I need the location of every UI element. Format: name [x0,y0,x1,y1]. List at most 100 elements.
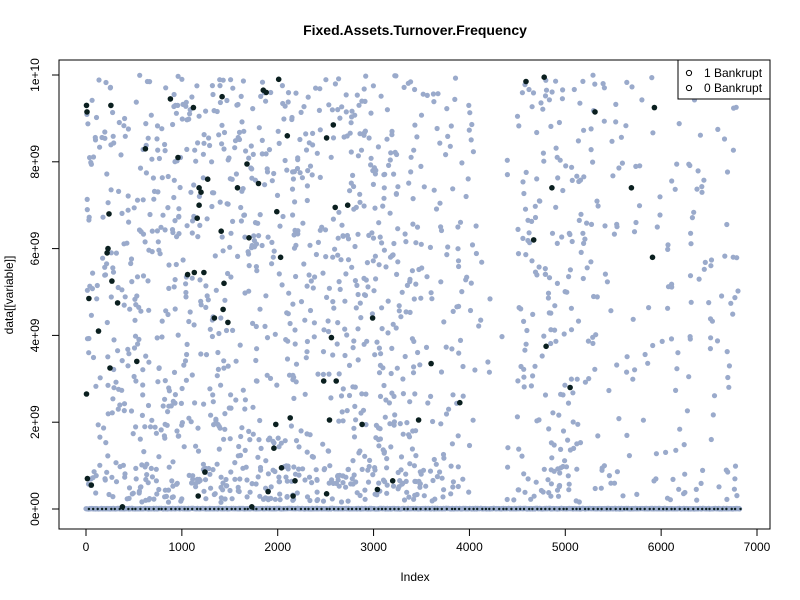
non-bankrupt-point [313,85,319,91]
non-bankrupt-point [560,87,566,93]
non-bankrupt-point [319,224,325,230]
non-bankrupt-point [352,403,358,409]
bankrupt-point [299,507,303,511]
non-bankrupt-point [159,334,165,340]
non-bankrupt-point [534,176,540,182]
non-bankrupt-point [716,484,722,490]
non-bankrupt-point [177,184,183,191]
non-bankrupt-point [216,132,222,138]
non-bankrupt-point [400,391,406,397]
bankrupt-point [415,417,422,423]
non-bankrupt-point [370,472,376,478]
bankrupt-point [716,507,719,511]
non-bankrupt-point [162,435,168,441]
non-bankrupt-point [258,445,264,451]
non-bankrupt-point [515,378,521,384]
non-bankrupt-point [131,345,138,351]
non-bankrupt-point [152,424,158,430]
non-bankrupt-point [553,204,559,210]
non-bankrupt-point [438,227,445,234]
non-bankrupt-point [413,453,419,459]
non-bankrupt-point [536,264,542,270]
non-bankrupt-point [144,461,150,467]
non-bankrupt-point [391,171,397,177]
bankrupt-point [730,507,733,511]
non-bankrupt-point [233,397,239,403]
non-bankrupt-point [264,335,271,341]
non-bankrupt-point [165,409,171,415]
non-bankrupt-point [700,467,706,473]
non-bankrupt-point [376,370,383,376]
non-bankrupt-point [430,477,436,484]
bankrupt-point [244,161,250,167]
non-bankrupt-point [613,101,619,107]
non-bankrupt-point [540,150,547,156]
non-bankrupt-point [567,231,573,238]
bankrupt-point [630,507,633,511]
non-bankrupt-point [306,474,313,480]
non-bankrupt-point [633,163,639,169]
non-bankrupt-point [126,495,132,501]
non-bankrupt-point [195,234,201,240]
non-bankrupt-point [309,480,315,486]
non-bankrupt-point [336,209,342,215]
non-bankrupt-point [562,458,568,464]
non-bankrupt-point [343,271,349,277]
non-bankrupt-point [302,317,308,323]
non-bankrupt-point [526,86,532,93]
non-bankrupt-point [389,345,395,351]
non-bankrupt-point [335,235,341,241]
non-bankrupt-point [204,216,210,222]
bankrupt-point [147,507,151,511]
non-bankrupt-point [476,323,482,329]
non-bankrupt-point [598,485,604,491]
bankrupt-point [220,306,226,313]
non-bankrupt-point [418,163,424,169]
non-bankrupt-point [599,465,605,471]
non-bankrupt-point [696,276,702,282]
non-bankrupt-point [548,481,555,487]
non-bankrupt-point [439,475,445,481]
non-bankrupt-point [120,462,126,468]
bankrupt-point [583,507,587,511]
non-bankrupt-point [374,339,380,345]
non-bankrupt-point [166,285,172,291]
non-bankrupt-point [355,357,361,363]
non-bankrupt-point [236,443,242,450]
non-bankrupt-point [588,259,594,265]
non-bankrupt-point [154,335,160,341]
bankrupt-point [287,415,294,421]
non-bankrupt-point [228,77,234,83]
non-bankrupt-point [574,376,580,382]
non-bankrupt-point [338,499,345,505]
non-bankrupt-point [166,464,172,470]
bankrupt-point [225,507,229,511]
non-bankrupt-point [171,369,178,375]
non-bankrupt-point [404,420,410,426]
non-bankrupt-point [366,135,372,141]
bankrupt-point [355,507,358,511]
non-bankrupt-point [429,498,435,504]
non-bankrupt-point [134,274,141,280]
bankrupt-point [424,507,427,511]
non-bankrupt-point [203,108,209,114]
bankrupt-point [121,507,125,511]
non-bankrupt-point [235,453,241,459]
non-bankrupt-point [249,245,255,251]
bankrupt-points [83,74,742,511]
non-bankrupt-point [353,417,359,423]
non-bankrupt-point [121,408,127,414]
non-bankrupt-point [336,76,342,82]
non-bankrupt-point [125,193,131,199]
non-bankrupt-point [395,486,401,492]
non-bankrupt-point [392,73,398,79]
non-bankrupt-point [315,239,321,245]
non-bankrupt-point [173,110,179,116]
non-bankrupt-point [165,499,172,505]
non-bankrupt-point [184,351,190,358]
non-bankrupt-point [172,218,178,224]
bankrupt-point [142,146,149,152]
non-bankrupt-point [147,211,153,218]
non-bankrupt-point [418,295,424,301]
